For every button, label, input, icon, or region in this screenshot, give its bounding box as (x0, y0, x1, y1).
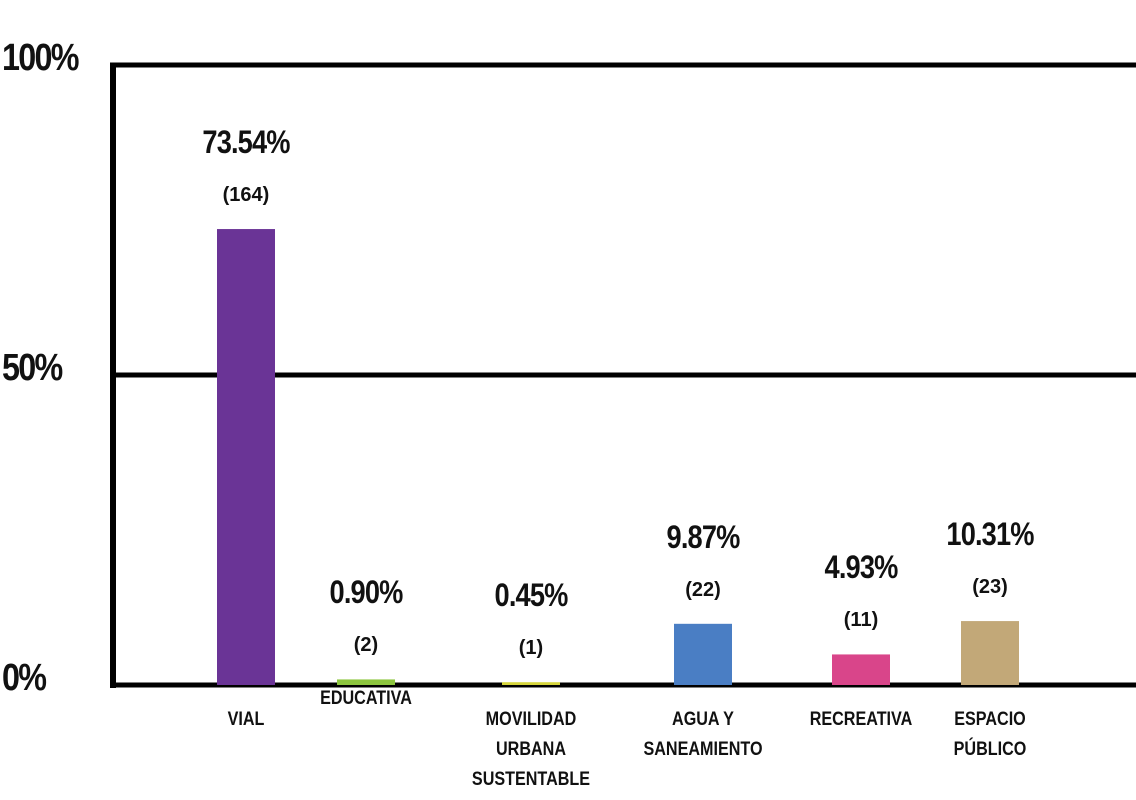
value-label: 73.54% (202, 124, 290, 161)
value-label: 0.90% (329, 574, 404, 611)
value-label: 9.87% (666, 518, 741, 555)
x-tick-label: VIAL (227, 709, 265, 730)
count-label: (22) (685, 578, 721, 601)
value-label: 4.93% (824, 549, 899, 586)
bar (961, 621, 1019, 685)
x-tick-label: AGUA Y SANEAMIENTO (643, 709, 763, 760)
y-tick-label: 100% (2, 37, 80, 79)
value-label: 0.45% (494, 577, 569, 614)
x-tick-label: RECREATIVA (809, 709, 913, 730)
bar (337, 679, 395, 685)
count-label: (2) (353, 634, 379, 657)
bar (502, 682, 560, 685)
bar (674, 623, 732, 685)
value-label: 10.31% (946, 516, 1034, 553)
x-tick-label: EDUCATIVA (320, 688, 412, 709)
count-label: (11) (843, 609, 879, 632)
x-tick-label: ESPACIO PÚBLICO (953, 709, 1027, 760)
y-tick-label: 0% (2, 657, 47, 699)
count-label: (164) (222, 184, 270, 207)
bar (832, 654, 890, 685)
x-tick-label: MOVILIDAD URBANA SUSTENTABLE (471, 709, 591, 790)
count-label: (23) (972, 576, 1008, 599)
count-label: (1) (518, 637, 544, 660)
bar (217, 229, 275, 685)
y-tick-label: 50% (2, 347, 63, 389)
